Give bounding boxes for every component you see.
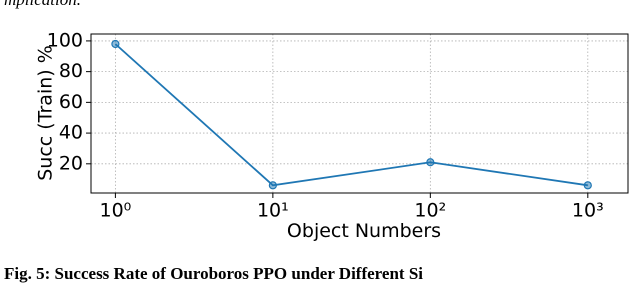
x-tick-label: 10² <box>414 200 446 222</box>
x-axis-label: Object Numbers <box>287 220 441 242</box>
x-tick-label: 10⁰ <box>99 200 131 222</box>
y-tick-label: 40 <box>59 122 83 144</box>
plot-frame <box>90 33 629 194</box>
y-axis-label: Succ (Train) % <box>35 45 57 181</box>
data-point <box>426 158 435 167</box>
data-point <box>268 181 277 190</box>
y-tick-label: 60 <box>59 91 83 113</box>
data-point <box>111 39 120 49</box>
caption: Fig. 5: Success Rate of Ouroboros PPO un… <box>4 264 423 283</box>
x-tick-label: 10³ <box>572 200 604 222</box>
data-line <box>114 43 588 187</box>
x-tick-label: 10¹ <box>257 200 289 222</box>
y-tick-label: 20 <box>59 152 83 174</box>
y-tick-label: 100 <box>47 29 83 51</box>
data-point <box>583 181 592 190</box>
header-text: mplication. <box>4 0 81 9</box>
y-tick-label: 80 <box>59 60 83 82</box>
